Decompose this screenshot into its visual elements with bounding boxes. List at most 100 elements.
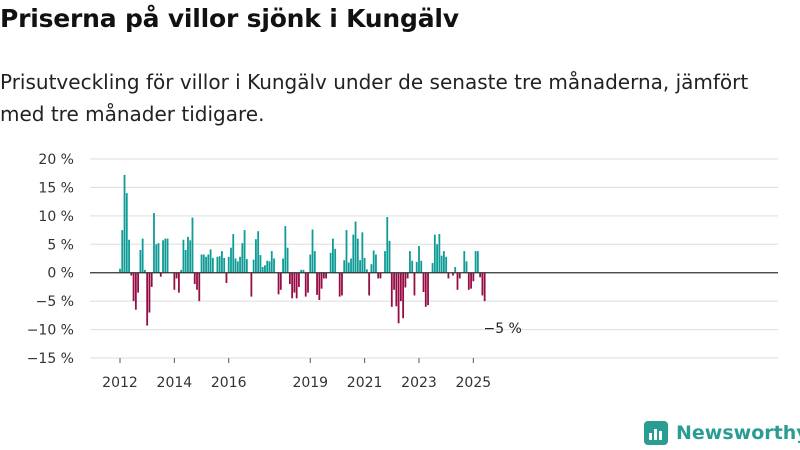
bar — [363, 257, 366, 273]
bar — [356, 238, 359, 273]
bar — [350, 258, 352, 273]
bar — [343, 260, 346, 273]
bar — [440, 255, 443, 273]
bar — [177, 272, 180, 293]
bar — [132, 272, 135, 302]
bar — [164, 238, 167, 273]
bar — [456, 272, 459, 290]
bar — [155, 244, 158, 273]
bar — [123, 174, 126, 273]
bar — [291, 272, 294, 299]
bar — [200, 254, 203, 273]
bar — [318, 272, 321, 301]
bar — [261, 267, 264, 273]
bar — [397, 272, 400, 324]
bar — [243, 230, 246, 273]
bar — [345, 230, 348, 273]
bar — [334, 248, 337, 273]
x-tick-label: 2012 — [102, 375, 138, 391]
y-tick-label: 20 % — [38, 152, 74, 168]
bar — [270, 251, 273, 273]
bar — [347, 262, 350, 273]
bar — [325, 272, 328, 279]
bar — [427, 272, 429, 306]
y-tick-label: 0 % — [47, 266, 74, 282]
bar — [173, 272, 176, 290]
bar — [409, 251, 411, 273]
chart-title: Priserna på villor sjönk i Kungälv — [0, 4, 459, 33]
x-tick-label: 2023 — [401, 375, 437, 391]
bar — [273, 258, 275, 273]
bar — [234, 258, 237, 273]
bar — [119, 268, 121, 273]
bar — [472, 272, 475, 282]
bar — [474, 251, 477, 273]
bar — [259, 255, 262, 273]
bar — [250, 272, 253, 297]
bar — [322, 272, 325, 279]
bar — [309, 254, 312, 273]
bar — [447, 272, 450, 279]
bar — [191, 217, 194, 273]
bar — [420, 260, 423, 273]
bar — [266, 260, 269, 273]
x-tick-label: 2025 — [456, 375, 492, 391]
bar — [375, 254, 377, 273]
bar — [139, 249, 142, 273]
bar — [180, 269, 183, 273]
bar — [252, 259, 255, 273]
bar — [467, 272, 470, 290]
bar — [431, 263, 434, 273]
bar — [227, 256, 230, 273]
bar — [481, 272, 484, 296]
bar — [479, 272, 482, 278]
bar — [196, 272, 198, 290]
bar — [445, 256, 448, 273]
bar — [230, 247, 232, 273]
bar — [162, 240, 164, 273]
bar — [189, 240, 192, 273]
bar — [279, 272, 282, 290]
bar — [352, 234, 355, 273]
bar — [370, 264, 373, 273]
bar — [187, 236, 189, 273]
bar — [411, 260, 414, 273]
bar — [225, 272, 228, 283]
bar — [341, 272, 343, 296]
bar — [182, 239, 185, 273]
bar — [184, 249, 187, 273]
bar — [148, 272, 151, 313]
bar — [146, 272, 149, 326]
bar — [134, 272, 137, 310]
bar — [458, 272, 461, 279]
bar — [386, 216, 389, 273]
y-tick-label: 15 % — [38, 180, 74, 196]
bar — [121, 230, 124, 273]
bar — [361, 232, 364, 273]
bar — [293, 272, 296, 293]
bar — [277, 272, 280, 295]
bar — [239, 256, 241, 273]
bar — [404, 272, 407, 288]
bar — [209, 249, 212, 273]
bar — [452, 272, 454, 276]
bar — [365, 269, 368, 273]
bar — [216, 256, 219, 273]
bar — [320, 272, 323, 289]
bar — [395, 272, 398, 307]
bar — [264, 265, 266, 273]
bar — [476, 251, 479, 273]
bar — [399, 272, 402, 302]
bar — [221, 251, 223, 273]
bar — [245, 259, 248, 273]
bar — [424, 272, 427, 307]
x-tick-label: 2019 — [292, 375, 328, 391]
bar — [130, 272, 133, 276]
bar — [332, 238, 334, 273]
y-tick-label: 10 % — [38, 209, 74, 225]
y-tick-label: −10 % — [27, 323, 74, 339]
bar — [442, 251, 445, 273]
bar — [205, 256, 207, 273]
newsworthy-logo-icon — [644, 421, 668, 445]
bar — [311, 229, 314, 273]
